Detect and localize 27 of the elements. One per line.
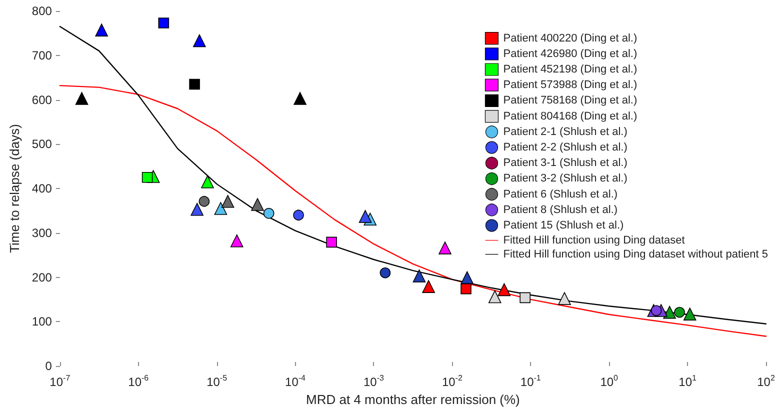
legend-label: Patient 2-2 (Shlush et al.) [503,142,628,154]
y-tick-label: 100 [32,314,52,329]
y-tick-label: 600 [32,92,52,107]
legend-label: Patient 400220 (Ding et al.) [503,32,638,44]
y-tick-label: 300 [32,226,52,240]
legend-label: Fitted Hill function using Ding dataset without patient 5 [503,248,768,260]
legend-label: Patient 573988 (Ding et al.) [503,79,638,92]
y-tick-label: 500 [32,137,52,152]
y-tick-label: 200 [32,270,52,284]
legend-label: Patient 452198 (Ding et al.) [503,64,638,76]
legend-label: Patient 15 (Shlush et al.) [503,220,624,232]
legend-label: Fitted Hill function using Ding dataset [503,234,685,246]
legend-label: Patient 3-2 (Shlush et al.) [503,172,628,185]
legend-label: Patient 426980 (Ding et al.) [503,48,638,60]
legend-label: Patient 3-1 (Shlush et al.) [503,157,628,170]
legend-label: Patient 758168 (Ding et al.) [503,94,638,107]
legend-label: Patient 804168 (Ding et al.) [503,110,638,122]
line-series [59,26,767,324]
legend-label: Patient 8 (Shlush et al.) [503,204,618,216]
legend-label: Patient 6 (Shlush et al.) [503,188,618,200]
y-tick-label: 800 [32,4,52,18]
x-axis-title: MRD at 4 months after remission (%) [306,392,520,407]
y-tick-label: 700 [32,48,52,62]
legend-label: Patient 2-1 (Shlush et al.) [503,126,628,138]
y-tick-label: 0 [45,359,52,373]
y-tick-label: 400 [32,182,52,196]
y-axis-title: Time to relapse (days) [7,124,22,253]
